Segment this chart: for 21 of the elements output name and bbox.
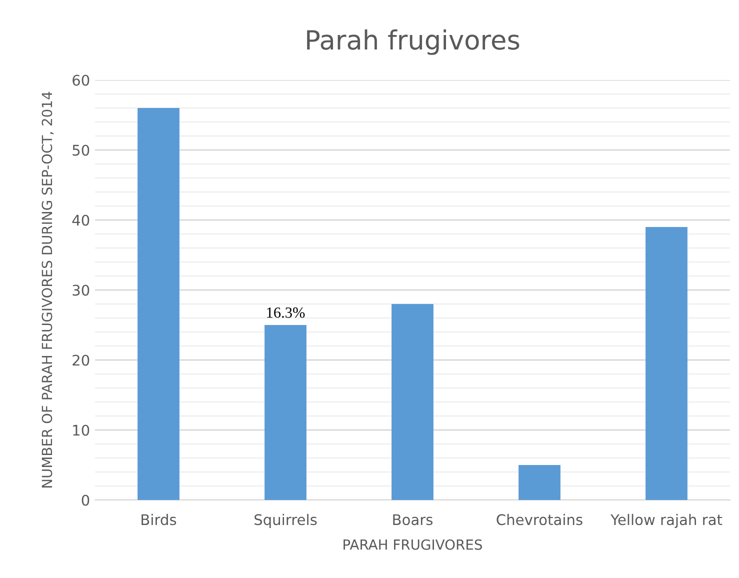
y-tick-label: 30 (72, 284, 90, 296)
bar (138, 108, 180, 500)
x-tick-label: Yellow rajah rat (610, 514, 722, 528)
chart-title: Parah frugivores (307, 29, 520, 55)
y-axis-title: NUMBER OF PARAH FRUGIVORES DURING SEP-OCT, 2014 (42, 92, 54, 488)
x-axis-title: PARAH FRUGIVORES (344, 539, 482, 550)
x-tick-label: Chevrotains (496, 514, 582, 526)
bar (518, 465, 560, 500)
y-tick-label: 20 (72, 354, 90, 366)
y-tick-label: 40 (72, 214, 90, 226)
y-tick-label: 60 (72, 74, 90, 86)
y-tick-label: 50 (72, 144, 90, 156)
x-tick-label: Boars (393, 514, 433, 526)
y-tick-label: 10 (73, 424, 90, 436)
bar (264, 325, 306, 500)
x-tick-label: Squirrels (254, 514, 317, 528)
x-tick-label: Birds (142, 514, 176, 526)
bar (392, 304, 434, 500)
annotation: 16.3% (267, 307, 305, 318)
bar (646, 227, 688, 500)
y-tick-label: 0 (82, 494, 90, 506)
